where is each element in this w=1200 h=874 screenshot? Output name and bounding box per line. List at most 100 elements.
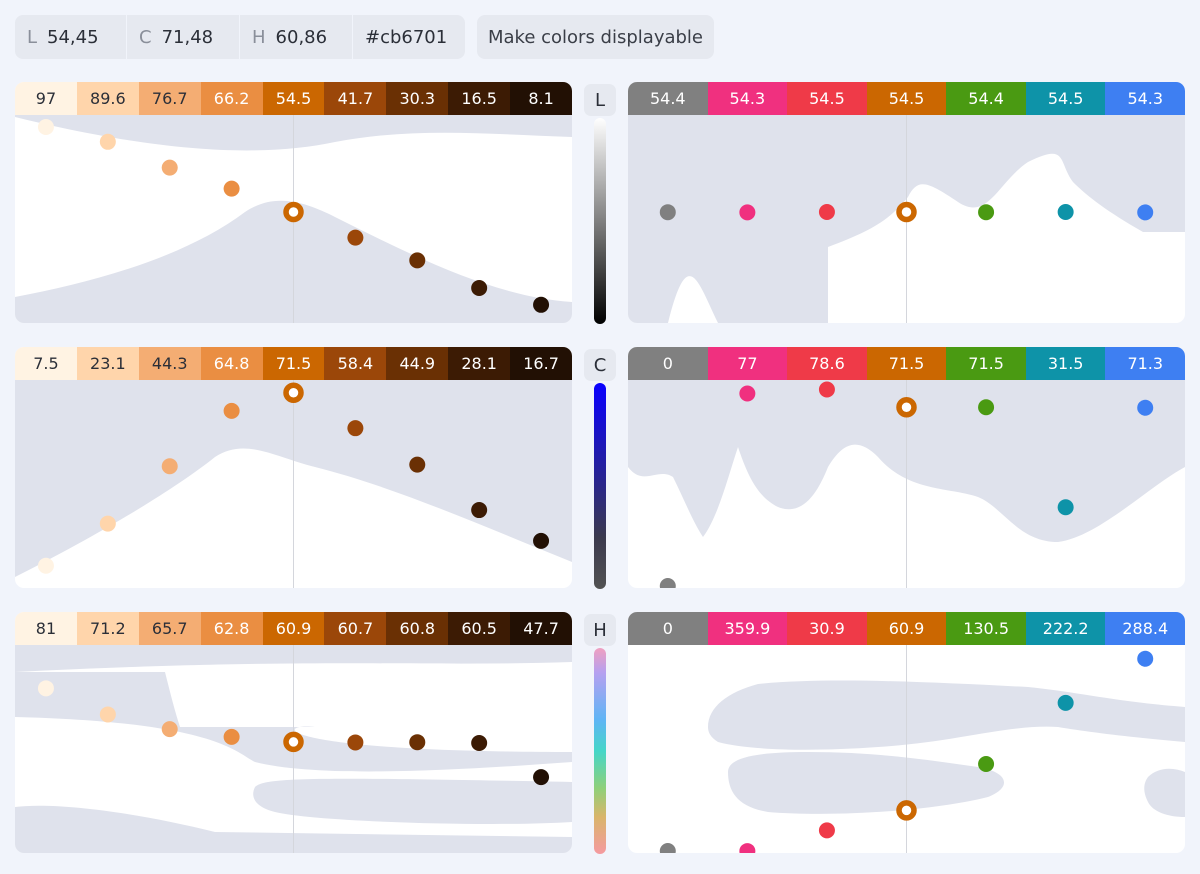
palette-c-point-0[interactable] [659,578,676,588]
palette-c-value-2[interactable]: 78.6 [787,347,867,380]
make-colors-displayable-button[interactable]: Make colors displayable [477,15,715,59]
palette-l-value-5[interactable]: 54.5 [1025,82,1106,115]
scale-l-point-5[interactable] [347,229,364,246]
palette-l-value-4[interactable]: 54.4 [946,82,1026,115]
palette-h-point-4[interactable] [978,756,995,772]
scale-c-point-2[interactable] [161,458,178,475]
scale-l-point-0[interactable] [37,119,54,135]
palette-l-point-4[interactable] [978,204,995,221]
palette-c-point-5[interactable] [1057,499,1074,516]
scale-h-value-5[interactable]: 60.7 [324,612,387,645]
scale-l-value-5[interactable]: 41.7 [324,82,387,115]
scale-l-value-8[interactable]: 8.1 [510,82,572,115]
scale-c-point-8[interactable] [533,532,550,549]
scale-h-value-0[interactable]: 81 [15,612,77,645]
palette-h-point-3[interactable] [896,800,917,821]
palette-l-value-2[interactable]: 54.5 [787,82,867,115]
palette-l-value-1[interactable]: 54.3 [707,82,788,115]
scale-c-value-4[interactable]: 71.5 [262,347,325,380]
scale-l-point-2[interactable] [161,159,178,176]
hue-readout[interactable]: H 60,86 [240,15,353,59]
palette-c-value-0[interactable]: 0 [628,347,708,380]
scale-c-point-7[interactable] [471,502,488,519]
palette-hue-plot[interactable] [628,612,1185,853]
palette-h-point-5[interactable] [1057,694,1074,711]
scale-h-point-1[interactable] [99,706,116,723]
scale-h-point-8[interactable] [533,769,550,786]
palette-c-value-1[interactable]: 77 [707,347,788,380]
palette-l-point-3[interactable] [896,201,917,223]
palette-lightness-plot[interactable] [628,82,1185,323]
scale-l-value-1[interactable]: 89.6 [76,82,139,115]
scale-h-value-1[interactable]: 71.2 [76,612,139,645]
palette-h-point-1[interactable] [739,843,756,853]
palette-h-value-6[interactable]: 288.4 [1105,612,1185,645]
palette-l-point-0[interactable] [659,204,676,221]
scale-h-point-0[interactable] [37,680,54,697]
scale-c-value-5[interactable]: 58.4 [324,347,387,380]
scale-c-value-0[interactable]: 7.5 [15,347,77,380]
scale-chroma-plot[interactable] [15,347,572,588]
scale-h-point-4[interactable] [283,731,304,753]
scale-h-value-8[interactable]: 47.7 [510,612,572,645]
scale-c-value-7[interactable]: 28.1 [448,347,511,380]
scale-h-point-3[interactable] [223,728,240,745]
palette-hue-panel[interactable]: 0 359.9 30.9 60.9 130.5 222.2 288.4 [628,612,1185,853]
scale-c-value-3[interactable]: 64.8 [200,347,263,380]
scale-c-point-5[interactable] [347,420,364,437]
scale-l-value-2[interactable]: 76.7 [138,82,201,115]
scale-h-point-6[interactable] [409,734,426,751]
palette-l-point-2[interactable] [818,204,835,220]
palette-h-value-0[interactable]: 0 [628,612,708,645]
palette-h-point-6[interactable] [1137,650,1154,667]
scale-h-value-7[interactable]: 60.5 [448,612,511,645]
scale-c-value-1[interactable]: 23.1 [76,347,139,380]
palette-c-point-1[interactable] [739,385,756,402]
palette-l-value-0[interactable]: 54.4 [628,82,708,115]
palette-c-value-4[interactable]: 71.5 [946,347,1026,380]
palette-h-point-0[interactable] [659,843,676,853]
scale-h-point-5[interactable] [347,734,364,751]
scale-lightness-panel[interactable]: 97 89.6 76.7 66.2 54.5 41.7 30.3 16.5 8.1 [15,82,572,323]
palette-c-value-3[interactable]: 71.5 [866,347,947,380]
scale-h-value-3[interactable]: 62.8 [200,612,263,645]
palette-c-point-2[interactable] [818,381,835,398]
scale-l-point-3[interactable] [223,180,240,197]
scale-l-value-3[interactable]: 66.2 [200,82,263,115]
palette-l-point-1[interactable] [739,204,756,221]
palette-c-value-6[interactable]: 71.3 [1105,347,1185,380]
scale-c-point-6[interactable] [409,456,426,473]
scale-c-value-2[interactable]: 44.3 [138,347,201,380]
scale-h-value-6[interactable]: 60.8 [386,612,449,645]
palette-l-value-6[interactable]: 54.3 [1105,82,1185,115]
scale-l-value-0[interactable]: 97 [15,82,77,115]
palette-chroma-plot[interactable] [628,347,1185,588]
chroma-readout[interactable]: C 71,48 [127,15,240,59]
palette-h-value-1[interactable]: 359.9 [707,612,788,645]
palette-l-value-3[interactable]: 54.5 [866,82,947,115]
palette-h-point-2[interactable] [818,822,835,839]
scale-c-point-4[interactable] [283,382,304,404]
palette-h-value-4[interactable]: 130.5 [946,612,1026,645]
scale-h-value-4[interactable]: 60.9 [262,612,325,645]
palette-h-value-3[interactable]: 60.9 [866,612,947,645]
scale-l-point-4[interactable] [283,201,304,223]
scale-l-point-7[interactable] [471,280,488,296]
palette-h-value-2[interactable]: 30.9 [787,612,867,645]
scale-c-value-6[interactable]: 44.9 [386,347,449,380]
palette-chroma-panel[interactable]: 0 77 78.6 71.5 71.5 31.5 71.3 [628,347,1185,588]
scale-l-point-1[interactable] [99,133,116,150]
palette-h-value-5[interactable]: 222.2 [1025,612,1106,645]
scale-c-point-0[interactable] [37,557,54,574]
palette-c-point-6[interactable] [1137,399,1154,416]
palette-l-point-5[interactable] [1057,204,1074,220]
scale-chroma-panel[interactable]: 7.5 23.1 44.3 64.8 71.5 58.4 44.9 28.1 16.7 [15,347,572,588]
scale-l-point-8[interactable] [533,296,550,313]
scale-c-point-3[interactable] [223,402,240,419]
scale-hue-plot[interactable] [15,612,572,853]
palette-l-point-6[interactable] [1137,204,1154,221]
palette-c-point-3[interactable] [896,397,917,418]
scale-c-point-1[interactable] [99,515,116,532]
hex-readout[interactable]: #cb6701 [353,15,465,59]
scale-l-value-6[interactable]: 30.3 [386,82,449,115]
